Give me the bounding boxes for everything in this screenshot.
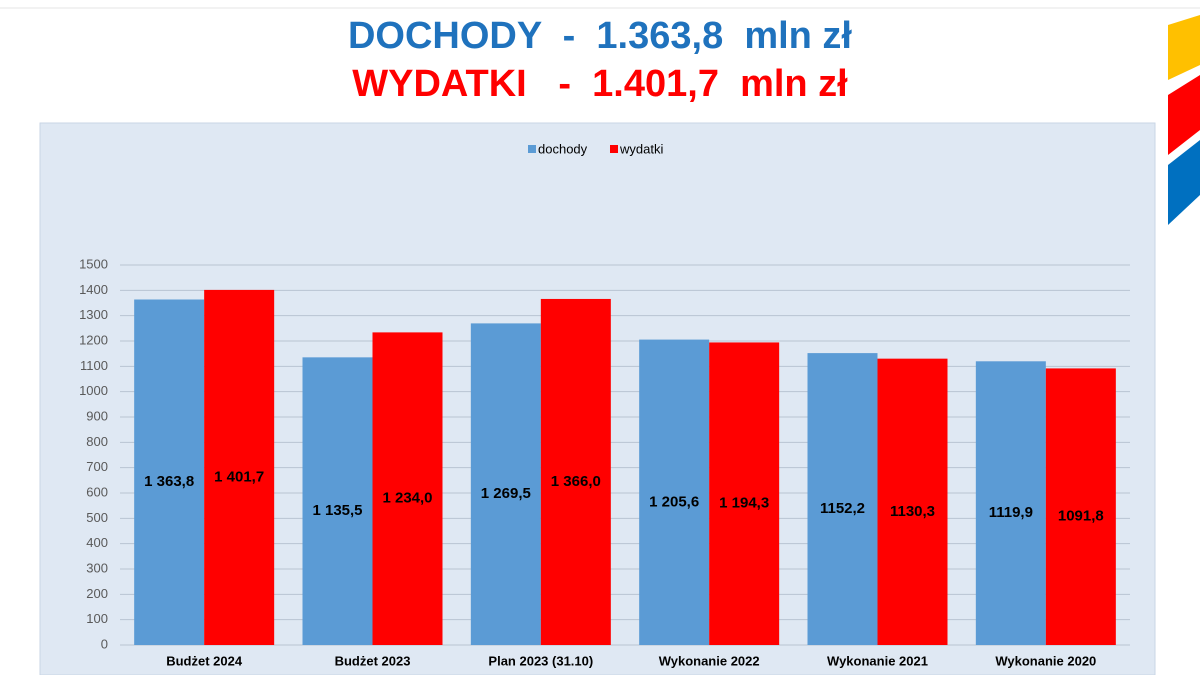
y-tick-label: 0: [101, 636, 108, 651]
deco-yellow: [1168, 15, 1200, 80]
x-tick-label: Wykonanie 2020: [995, 653, 1096, 668]
value-label: 1 401,7: [214, 468, 264, 485]
value-label: 1 366,0: [551, 473, 601, 490]
y-tick-label: 300: [86, 560, 108, 575]
x-tick-label: Budżet 2024: [166, 653, 243, 668]
bar: [204, 289, 275, 645]
bar: [540, 298, 611, 645]
y-tick-label: 1000: [79, 383, 108, 398]
y-tick-label: 1100: [80, 358, 108, 373]
legend: dochody wydatki: [528, 141, 663, 156]
y-tick-label: 1500: [79, 256, 108, 271]
value-label: 1091,8: [1058, 508, 1104, 525]
value-label: 1119,9: [989, 504, 1033, 521]
y-tick-label: 1200: [79, 332, 108, 347]
bar: [975, 361, 1046, 645]
legend-swatch: [528, 145, 536, 153]
chart-subtitle: WYDATKI - 1.401,7 mln zł: [352, 63, 848, 105]
y-tick-label: 200: [86, 586, 108, 601]
bar: [302, 357, 373, 645]
value-label: 1130,3: [890, 503, 935, 520]
y-tick-label: 1300: [79, 307, 108, 322]
x-tick-label: Wykonanie 2022: [659, 653, 760, 668]
bar: [134, 299, 205, 645]
bar: [372, 332, 443, 645]
value-label: 1 194,3: [719, 495, 769, 512]
x-tick-label: Budżet 2023: [335, 653, 411, 668]
y-tick-label: 700: [86, 459, 108, 474]
legend-label: dochody: [538, 141, 588, 156]
bar: [639, 339, 710, 645]
bar: [807, 353, 878, 645]
legend-swatch: [610, 145, 618, 153]
y-tick-label: 1400: [79, 282, 108, 297]
value-label: 1 205,6: [649, 493, 699, 510]
value-label: 1152,2: [820, 500, 865, 517]
bar: [1045, 368, 1116, 645]
x-tick-label: Wykonanie 2021: [827, 653, 928, 668]
y-tick-label: 400: [86, 535, 108, 550]
deco-blue: [1168, 140, 1200, 225]
value-label: 1 269,5: [481, 485, 531, 502]
y-tick-label: 800: [86, 434, 108, 449]
chart-title: DOCHODY - 1.363,8 mln zł: [348, 15, 852, 57]
bar: [709, 342, 780, 645]
y-tick-label: 900: [86, 408, 108, 423]
legend-label: wydatki: [619, 141, 663, 156]
value-label: 1 135,5: [312, 502, 362, 519]
deco-red: [1168, 75, 1200, 155]
x-tick-label: Plan 2023 (31.10): [488, 653, 593, 668]
value-label: 1 234,0: [382, 490, 432, 507]
y-tick-label: 600: [86, 484, 108, 499]
y-tick-label: 500: [86, 510, 108, 525]
bar: [470, 323, 541, 645]
bar: [877, 358, 948, 645]
value-label: 1 363,8: [144, 473, 194, 490]
y-tick-label: 100: [86, 611, 108, 626]
